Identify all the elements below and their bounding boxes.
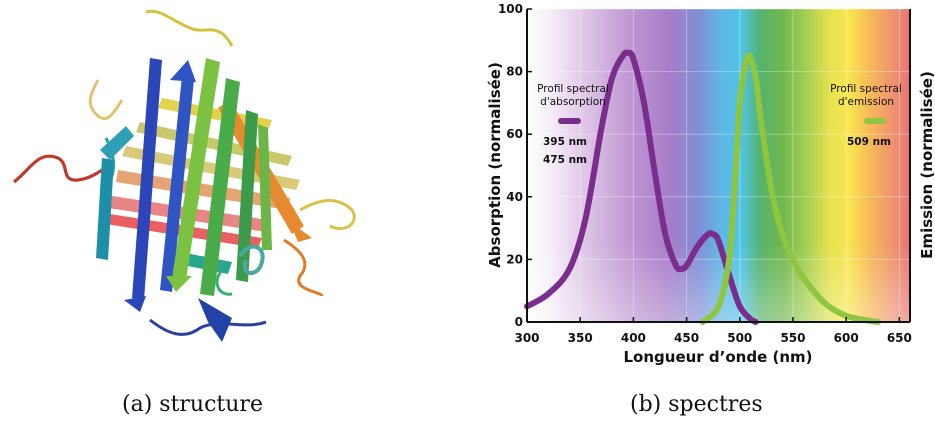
x-tick-label: 500 [727,331,752,345]
absorption-peak-1: 395 nm [543,136,587,148]
absorption-curve [524,49,759,325]
x-tick-label: 650 [887,331,912,345]
x-tick-label: 600 [834,331,859,345]
caption-structure: (a) structure [122,392,263,417]
emission-curve [699,52,882,325]
chart-series [524,49,882,325]
y-tick-label: 60 [506,127,523,141]
x-tick-label: 550 [780,331,805,345]
y-tick-label: 20 [506,252,523,266]
x-tick-label: 450 [674,331,699,345]
emission-title-line1: Profil spectral [830,83,902,95]
chart-ticks: 300 350 400 450 500 550 600 650 0 20 40 60 80 100 [498,2,912,345]
absorption-title-line2: d'absorption [540,96,606,108]
x-axis-label: Longueur d’onde (nm) [623,348,812,366]
emission-title-line2: d'emission [838,96,894,108]
caption-spectra: (b) spectres [630,392,763,417]
x-tick-label: 300 [514,331,539,345]
spectrum-fade [527,9,910,322]
y-axis-right-label: Emission (normalisée) [918,71,935,259]
spectra-chart: 300 350 400 450 500 550 600 650 0 20 40 60 80 100 Lon… [486,2,935,366]
chart-grid [526,8,910,323]
y-axis-left-label: Absorption (normalisée) [486,62,504,268]
x-tick-label: 350 [568,331,593,345]
y-tick-label: 0 [515,315,523,329]
absorption-title-line1: Profil spectral [537,83,609,95]
x-tick-label: 400 [621,331,646,345]
y-tick-label: 40 [506,190,523,204]
absorption-peak-2: 475 nm [543,154,587,166]
y-tick-label: 80 [506,65,523,79]
y-tick-label: 100 [498,2,523,16]
emission-peak: 509 nm [847,136,891,148]
protein-structure-illustration [13,9,356,342]
